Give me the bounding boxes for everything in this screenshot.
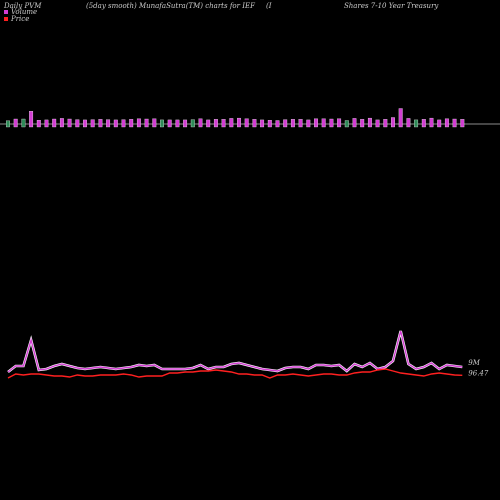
volume-bar [314, 118, 318, 128]
volume-bar [13, 118, 18, 128]
volume-bar [429, 117, 434, 128]
legend-swatch [4, 17, 8, 21]
volume-bar [106, 119, 111, 128]
volume-bar [67, 118, 72, 128]
volume-bar [321, 118, 326, 128]
volume-bar [275, 120, 280, 128]
name-note: Shares 7-10 Year Treasury [344, 2, 439, 10]
volume-bar [52, 118, 57, 128]
volume-bar [391, 117, 395, 128]
volume-bar [6, 120, 10, 128]
volume-bar [298, 119, 303, 128]
price-line [7, 368, 463, 379]
volume-bar [144, 118, 149, 128]
volume-bar [206, 119, 211, 128]
volume-bar [129, 119, 134, 128]
volume-bar [175, 119, 180, 128]
volume-line [7, 330, 463, 373]
volume-bar [460, 119, 465, 128]
volume-bar [21, 118, 26, 128]
volume-bar [283, 119, 288, 128]
volume-bar [152, 118, 157, 128]
legend-label: Price [10, 15, 29, 23]
volume-bar [367, 117, 372, 128]
volume-bar [183, 119, 188, 128]
volume-bar [252, 119, 257, 128]
end-label: 96.47 [468, 369, 489, 377]
volume-bar [29, 111, 34, 128]
volume-bar [306, 119, 311, 128]
volume-bar [329, 118, 334, 128]
volume-bar [160, 119, 164, 128]
end-label: 9M [468, 359, 480, 367]
volume-bar [44, 119, 49, 128]
volume-bar [221, 119, 226, 128]
volume-bar [437, 119, 442, 128]
volume-bar [337, 118, 342, 128]
legend-label: Volume [11, 8, 37, 16]
volume-bar [36, 120, 41, 128]
volume-bar [59, 118, 64, 128]
volume-bar [290, 119, 295, 128]
volume-bar [352, 118, 357, 128]
volume-bar [167, 119, 172, 128]
chart-subtitle: (5day smooth) MunafaSutra(TM) charts for… [86, 2, 256, 10]
volume-bar [113, 119, 118, 128]
volume-bar [421, 119, 426, 128]
volume-bar [213, 119, 218, 128]
legend-swatch [4, 10, 8, 14]
volume-bar [360, 119, 365, 128]
volume-bar [375, 119, 380, 128]
volume-bar [244, 118, 249, 128]
volume-bar [237, 117, 241, 128]
volume-bar [452, 118, 457, 128]
volume-bar [190, 119, 195, 128]
volume-bar [260, 119, 265, 128]
volume-bar [90, 119, 95, 128]
volume-bar [121, 119, 126, 128]
volume-bar [75, 119, 80, 128]
chart-title: Daily PVM [3, 2, 42, 10]
volume-bar [98, 119, 103, 128]
volume-bar [83, 119, 87, 128]
volume-bar [136, 118, 141, 128]
volume-bar [398, 108, 403, 128]
volume-bar [198, 118, 203, 128]
volume-bar [267, 120, 272, 128]
volume-bar [229, 118, 234, 128]
volume-bar [383, 119, 388, 128]
volume-bar [444, 118, 449, 128]
volume-bar [406, 118, 411, 128]
volume-bar [344, 120, 349, 128]
symbol-note: (I [266, 2, 272, 10]
volume-bar [414, 119, 419, 128]
